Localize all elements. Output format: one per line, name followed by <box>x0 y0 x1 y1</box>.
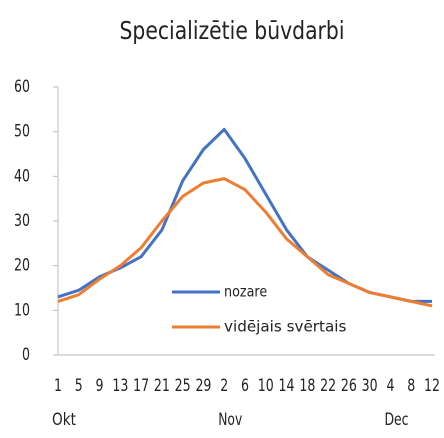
y-tick-label: 10 <box>14 300 30 320</box>
legend-label: vidējais svērtais <box>224 318 347 336</box>
y-tick-label: 20 <box>14 256 30 276</box>
y-tick-label: 40 <box>14 166 30 186</box>
series-line <box>57 177 433 308</box>
x-tick-label: 30 <box>362 376 378 396</box>
x-tick-label: 6 <box>241 376 249 396</box>
x-tick-label: 9 <box>96 376 104 396</box>
x-tick-label: 26 <box>341 376 357 396</box>
x-tick-label: 4 <box>386 376 394 396</box>
series-line <box>57 127 432 303</box>
y-tick-label: 0 <box>22 345 30 365</box>
legend-label: nozare <box>224 283 267 301</box>
month-label: Okt <box>52 410 76 430</box>
x-tick-label: 25 <box>175 376 191 396</box>
x-tick-label: 5 <box>75 376 83 396</box>
chart-title: Specializētie būvdarbi <box>120 16 345 45</box>
x-tick-label: 29 <box>195 376 211 396</box>
x-tick-label: 2 <box>220 376 228 396</box>
x-tick-label: 17 <box>133 376 149 396</box>
x-tick-label: 1 <box>54 376 62 396</box>
x-tick-label: 10 <box>258 376 274 396</box>
x-tick-label: 8 <box>407 376 415 396</box>
x-tick-label: 18 <box>299 376 315 396</box>
x-tick-label: 14 <box>279 376 295 396</box>
x-tick-label: 22 <box>320 376 336 396</box>
x-tick-label: 21 <box>154 376 170 396</box>
x-tick-label: 12 <box>424 376 440 396</box>
month-label: Nov <box>218 410 242 430</box>
y-tick-label: 50 <box>14 122 30 142</box>
month-label: Dec <box>384 410 408 430</box>
x-tick-label: 13 <box>112 376 128 396</box>
y-tick-label: 30 <box>14 211 30 231</box>
y-tick-label: 60 <box>14 77 30 97</box>
